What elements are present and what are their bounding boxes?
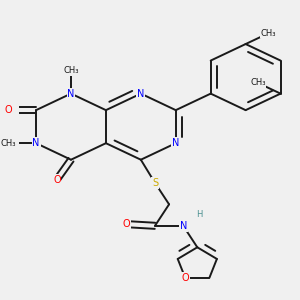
Text: N: N — [32, 138, 40, 148]
Text: O: O — [4, 105, 12, 115]
Text: O: O — [182, 273, 189, 283]
Text: H: H — [196, 210, 203, 219]
Text: CH₃: CH₃ — [261, 29, 276, 38]
Text: N: N — [67, 88, 75, 99]
Text: N: N — [172, 138, 179, 148]
Text: N: N — [137, 88, 145, 99]
Text: CH₃: CH₃ — [63, 66, 79, 75]
Text: CH₃: CH₃ — [0, 139, 16, 148]
Text: N: N — [179, 221, 187, 231]
Text: CH₃: CH₃ — [250, 78, 266, 87]
Text: O: O — [53, 175, 61, 184]
Text: O: O — [123, 219, 130, 229]
Text: S: S — [152, 178, 158, 188]
